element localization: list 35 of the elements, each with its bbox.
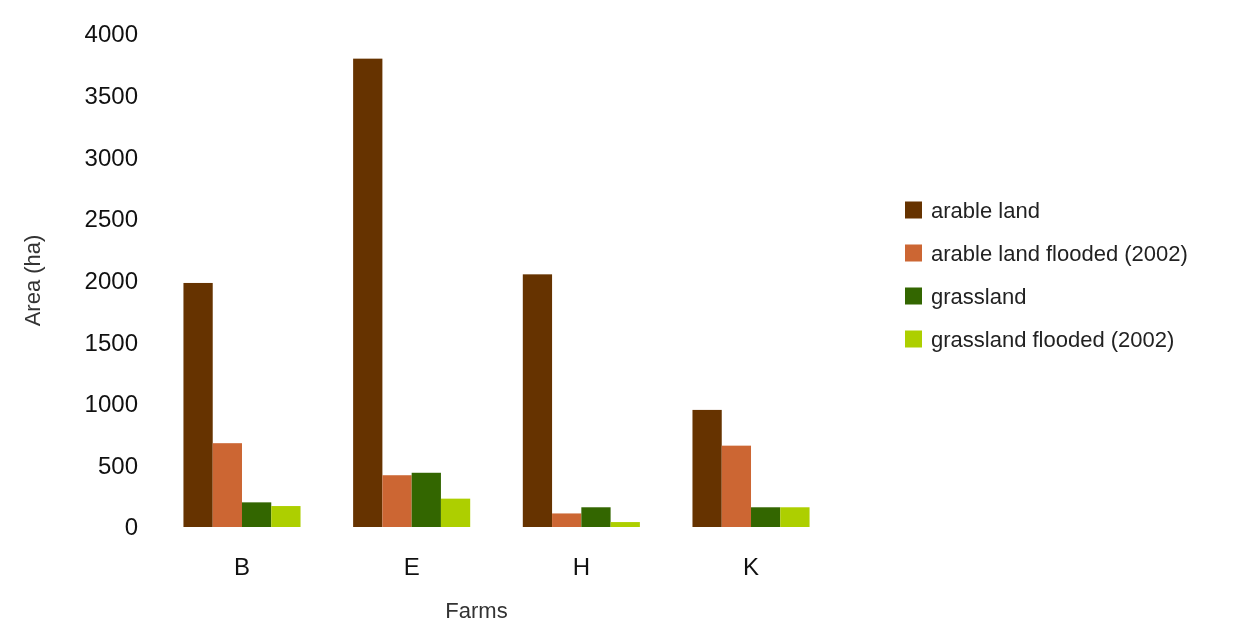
bar (440, 498, 471, 527)
y-tick-label: 2000 (84, 266, 138, 294)
bar (552, 513, 582, 527)
x-tick-label: B (233, 553, 250, 580)
bar (411, 472, 441, 527)
y-tick-label: 4000 (84, 20, 138, 48)
legend-label: arable land flooded (2002) (931, 241, 1188, 267)
x-tick-label: K (743, 553, 760, 580)
legend-label: grassland (931, 284, 1027, 310)
bar (610, 522, 640, 527)
bar (241, 502, 272, 527)
bar (721, 445, 752, 527)
y-tick-label: 3500 (84, 82, 138, 110)
y-tick-label: 0 (124, 513, 138, 541)
bar (780, 507, 810, 527)
bar (581, 507, 611, 527)
bar (522, 274, 553, 527)
y-tick-label: 1000 (84, 390, 138, 418)
y-tick-label: 1500 (84, 328, 138, 356)
x-tick-label: E (403, 553, 420, 580)
x-axis-title: Farms (445, 598, 508, 623)
legend-label: grassland flooded (2002) (931, 327, 1175, 353)
bar (271, 506, 301, 527)
bar (692, 409, 722, 527)
bar (353, 58, 383, 527)
y-tick-label: 500 (97, 451, 138, 479)
bar (751, 507, 781, 527)
x-tick-label: H (572, 553, 591, 580)
y-tick-label: 2500 (84, 205, 138, 233)
legend-label: arable land (931, 198, 1040, 224)
bar (212, 443, 242, 527)
y-axis-title: Area (ha) (20, 234, 45, 327)
y-tick-label: 3000 (84, 143, 138, 171)
bar (183, 282, 213, 527)
bar (382, 475, 412, 527)
